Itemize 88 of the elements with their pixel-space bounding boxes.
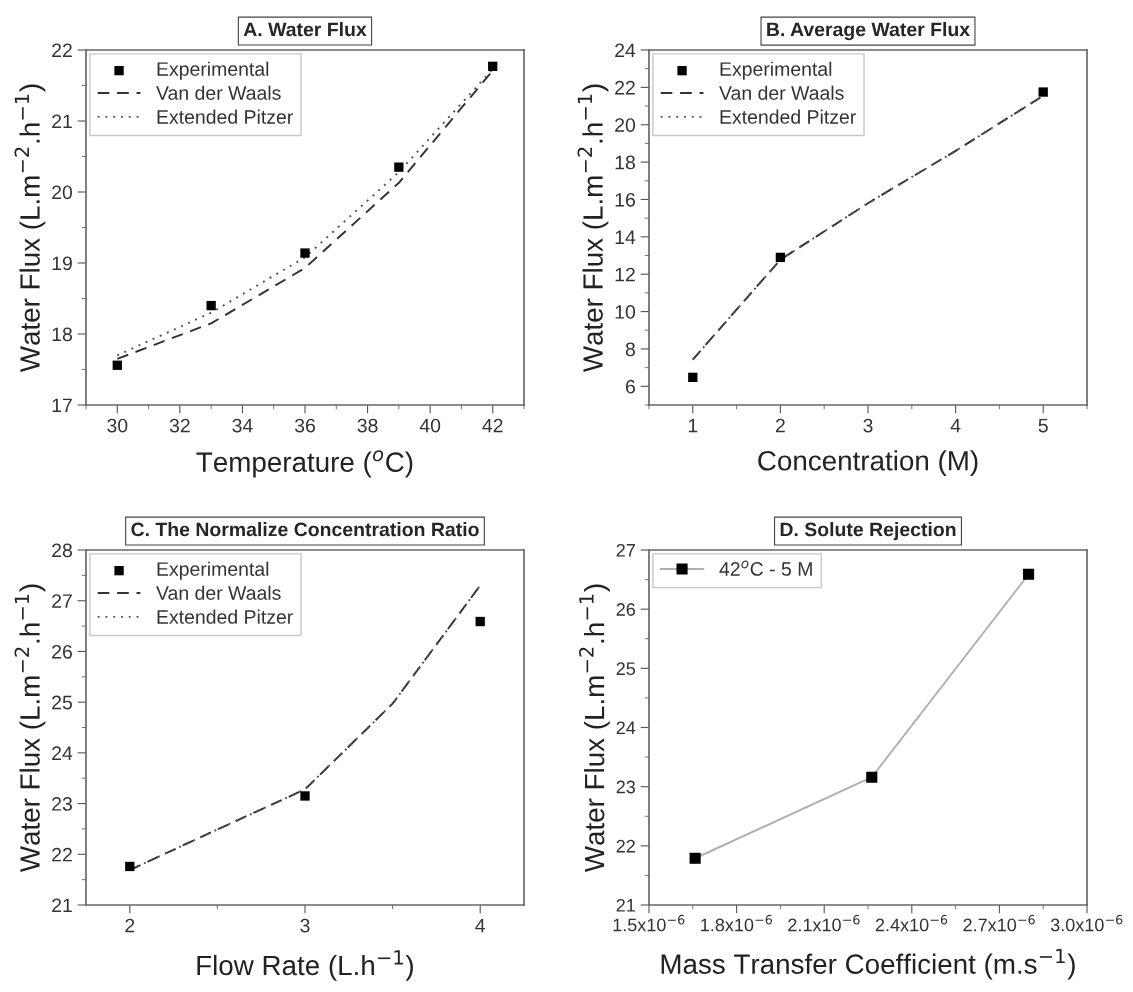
legend-label: Extended Pitzer [157, 109, 293, 124]
y-tick-label: 24 [615, 43, 636, 58]
y-tick-label: 20 [615, 118, 636, 132]
y-axis-title: Water Flux (L.m$^{−2}$.h$^{−1}$) [14, 584, 46, 873]
point [488, 61, 498, 71]
y-tick-label: 22 [52, 43, 72, 58]
x-tick-label: 2 [125, 918, 135, 933]
x-tick-label: 4 [475, 918, 486, 933]
y-tick-label: 6 [625, 379, 635, 394]
x-tick-label: 5 [1038, 418, 1048, 433]
x-tick-label: 36 [294, 418, 315, 433]
x-tick-label: 40 [419, 418, 441, 433]
legend-label: Van der Waals [719, 85, 844, 100]
chart-title: A. Water Flux [243, 22, 367, 37]
y-tick-label: 16 [615, 192, 635, 207]
y-tick-label: 14 [615, 230, 636, 244]
legend-label: 42$^{o}$C - 5 M [719, 560, 812, 576]
chart-title: B. Average Water Flux [767, 22, 970, 41]
point [689, 852, 701, 864]
x-tick-label: 42 [482, 418, 503, 433]
y-tick-label: 22 [616, 839, 635, 853]
y-tick-label: 23 [616, 780, 636, 794]
x-tick-label: 1 [688, 418, 698, 433]
point [394, 162, 404, 172]
point [1023, 568, 1035, 580]
x-axis-title: Concentration (M) [758, 450, 978, 477]
legend-label: Experimental [720, 61, 832, 80]
y-tick-label: 21 [52, 898, 72, 913]
point [206, 300, 216, 311]
point [300, 248, 310, 258]
x-tick-label: 2.7x10$^{−6}$ [963, 914, 1035, 932]
x-tick-label: 1.5x10$^{−6}$ [613, 914, 685, 932]
point [775, 252, 786, 263]
x-tick-label: 2 [775, 418, 785, 433]
x-tick-label: 32 [169, 418, 190, 433]
x-tick-label: 3.0x10$^{−6}$ [1050, 914, 1123, 932]
y-tick-label: 27 [52, 594, 72, 608]
x-tick-label: 2.4x10$^{−6}$ [875, 914, 948, 932]
y-tick-label: 26 [52, 644, 72, 659]
point [475, 616, 485, 627]
y-tick-label: 18 [52, 327, 72, 342]
x-axis-title: Mass Transfer Coefficient (m.s$^{−1}$) [661, 948, 1075, 980]
point [125, 861, 135, 872]
y-tick-label: 24 [616, 721, 636, 735]
legend-label: Van der Waals [156, 85, 281, 100]
y-tick-label: 21 [616, 898, 635, 912]
y-tick-label: 18 [615, 155, 635, 170]
legend-label: Extended Pitzer [720, 109, 856, 124]
y-tick-label: 22 [615, 80, 635, 95]
x-axis-title: Temperature ($^{o}$C) [196, 450, 413, 478]
legend-label: Van der Waals [156, 585, 281, 600]
y-tick-label: 21 [52, 114, 72, 129]
chart-title: C. The Normalize Concentration Ratio [131, 522, 479, 537]
y-tick-label: 8 [625, 342, 635, 357]
x-tick-label: 30 [107, 418, 128, 433]
y-tick-label: 24 [52, 746, 73, 760]
y-tick-label: 26 [616, 603, 636, 616]
point [866, 771, 878, 783]
chart-title: D. Solute Rejection [780, 522, 956, 541]
y-axis-title: Water Flux (L.m$^{−2}$.h$^{−1}$) [14, 84, 46, 373]
y-tick-label: 22 [52, 847, 72, 862]
x-tick-label: 38 [357, 418, 378, 433]
point [300, 791, 310, 801]
point [688, 372, 698, 383]
legend-label: Experimental [157, 561, 269, 580]
y-tick-label: 10 [615, 305, 636, 319]
y-tick-label: 19 [52, 256, 72, 271]
y-tick-label: 28 [52, 543, 72, 558]
y-tick-label: 17 [52, 398, 72, 413]
y-axis-title: Water Flux (L.m$^{−2}$.h$^{−1}$) [577, 84, 609, 373]
x-tick-label: 34 [232, 418, 253, 433]
legend-label: Experimental [157, 61, 269, 80]
y-tick-label: 20 [52, 185, 73, 200]
x-tick-label: 4 [950, 418, 961, 433]
y-tick-label: 27 [616, 543, 635, 557]
y-tick-label: 25 [52, 695, 72, 710]
point [1038, 87, 1048, 97]
legend-label: Extended Pitzer [157, 609, 293, 624]
y-tick-label: 23 [52, 797, 72, 811]
x-tick-label: 2.1x10$^{−6}$ [788, 914, 860, 932]
y-tick-label: 12 [615, 267, 635, 282]
y-axis-title: Water Flux (L.m$^{−2}$.h$^{−1}$) [579, 584, 610, 873]
x-tick-label: 1.8x10$^{−6}$ [701, 914, 772, 932]
x-tick-label: 3 [300, 918, 310, 933]
x-axis-title: Flow Rate (L.h$^{−1}$) [197, 950, 413, 981]
y-tick-label: 25 [616, 662, 636, 676]
point [112, 360, 122, 370]
x-tick-label: 3 [863, 418, 873, 433]
